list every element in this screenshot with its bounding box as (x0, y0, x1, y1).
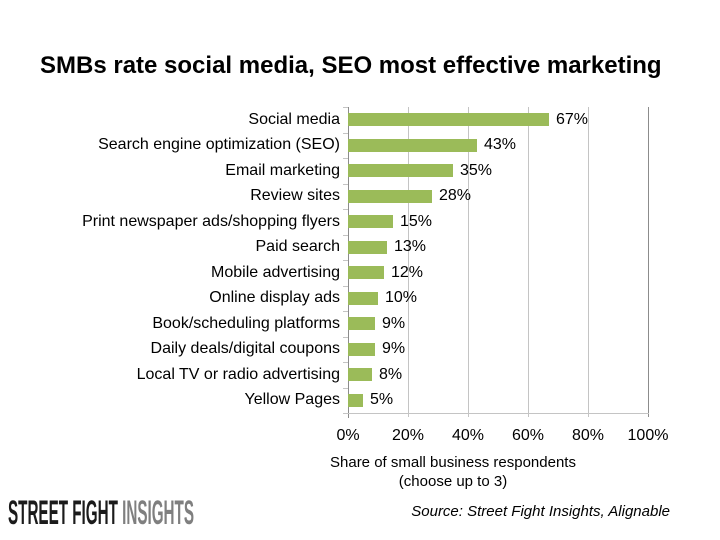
x-tick-label: 20% (391, 427, 425, 444)
logo-text-street-fight: STREET FIGHT (8, 499, 122, 529)
value-label: 12% (391, 263, 424, 281)
axis-caption-line2: (choose up to 3) (398, 473, 508, 490)
bar (348, 393, 363, 407)
y-axis-tick (343, 133, 348, 134)
category-label: Mobile advertising (211, 263, 340, 281)
category-label: Local TV or radio advertising (136, 365, 340, 383)
gridline (408, 107, 409, 417)
bar-row: Daily deals/digital coupons 9% (40, 337, 680, 363)
value-label: 13% (394, 238, 427, 256)
bar-row: Book/scheduling platforms 9% (40, 311, 680, 337)
x-axis-line (343, 413, 649, 414)
axis-caption-line1: Share of small business respondents (330, 454, 576, 471)
bar (348, 164, 453, 178)
value-label: 8% (379, 365, 403, 383)
y-axis-tick (343, 413, 348, 414)
source-caption: Source: Street Fight Insights, Alignable (411, 503, 670, 520)
x-tick-label: 40% (451, 427, 485, 444)
category-label: Review sites (250, 187, 340, 205)
category-label: Search engine optimization (SEO) (98, 136, 340, 154)
bar (348, 240, 387, 254)
bar-row: Paid search 13% (40, 235, 680, 261)
bar-rows: Social media 67% Search engine optimizatio… (40, 107, 680, 413)
x-tick-label: 0% (336, 427, 360, 444)
category-label: Yellow Pages (244, 391, 340, 409)
value-label: 9% (382, 340, 406, 358)
y-axis-tick (343, 209, 348, 210)
bar-row: Email marketing 35% (40, 158, 680, 184)
gridline (588, 107, 589, 417)
x-tick-label: 60% (511, 427, 545, 444)
value-label: 10% (385, 289, 418, 307)
bar-row: Online display ads 10% (40, 286, 680, 312)
bar (348, 342, 375, 356)
bar (348, 368, 372, 382)
x-tick-label: 80% (571, 427, 605, 444)
category-label: Daily deals/digital coupons (150, 340, 340, 358)
plot-right-border (648, 107, 649, 417)
value-label: 67% (556, 110, 589, 128)
y-axis-tick (343, 107, 348, 108)
bar-row: Search engine optimization (SEO) 43% (40, 133, 680, 159)
category-label: Book/scheduling platforms (152, 314, 340, 332)
category-label: Print newspaper ads/shopping flyers (82, 212, 340, 230)
bar (348, 266, 384, 280)
value-label: 28% (439, 187, 472, 205)
category-label: Email marketing (225, 161, 340, 179)
logo-text: STREET FIGHT INSIGHTS (8, 499, 194, 529)
logo-text-insights: INSIGHTS (122, 499, 194, 529)
y-axis-tick (343, 388, 348, 389)
plot-area (343, 107, 649, 418)
value-label: 9% (382, 314, 406, 332)
bar-row: Local TV or radio advertising 8% (40, 362, 680, 388)
y-axis-tick (343, 184, 348, 185)
bar-row: Social media 67% (40, 107, 680, 133)
bar (348, 138, 477, 152)
bar (348, 291, 378, 305)
gridline (528, 107, 529, 417)
y-axis-tick (343, 158, 348, 159)
y-axis-tick (343, 235, 348, 236)
y-axis-line (348, 107, 349, 418)
y-axis-tick (343, 362, 348, 363)
value-label: 5% (370, 391, 394, 409)
category-label: Online display ads (209, 289, 340, 307)
axis-caption: Share of small business respondents (cho… (293, 453, 613, 491)
x-tick-label: 100% (627, 427, 669, 444)
y-axis-tick (343, 286, 348, 287)
y-axis-tick (343, 260, 348, 261)
category-label: Social media (248, 110, 340, 128)
value-label: 35% (460, 161, 493, 179)
bar-row: Yellow Pages 5% (40, 388, 680, 414)
bar (348, 189, 432, 203)
value-label: 15% (400, 212, 433, 230)
street-fight-insights-logo: STREET FIGHT INSIGHTS (8, 499, 194, 529)
y-axis-tick (343, 311, 348, 312)
gridline (468, 107, 469, 417)
value-label: 43% (484, 136, 517, 154)
bar (348, 215, 393, 229)
bar-row: Print newspaper ads/shopping flyers 15% (40, 209, 680, 235)
bar (348, 317, 375, 331)
bar (348, 113, 549, 127)
bar-row: Mobile advertising 12% (40, 260, 680, 286)
category-label: Paid search (255, 238, 341, 256)
y-axis-tick (343, 337, 348, 338)
bar-row: Review sites 28% (40, 184, 680, 210)
x-axis-tick-labels: 0% 20% 40% 60% 80% 100% (336, 427, 668, 445)
chart-title: SMBs rate social media, SEO most effecti… (40, 52, 662, 79)
